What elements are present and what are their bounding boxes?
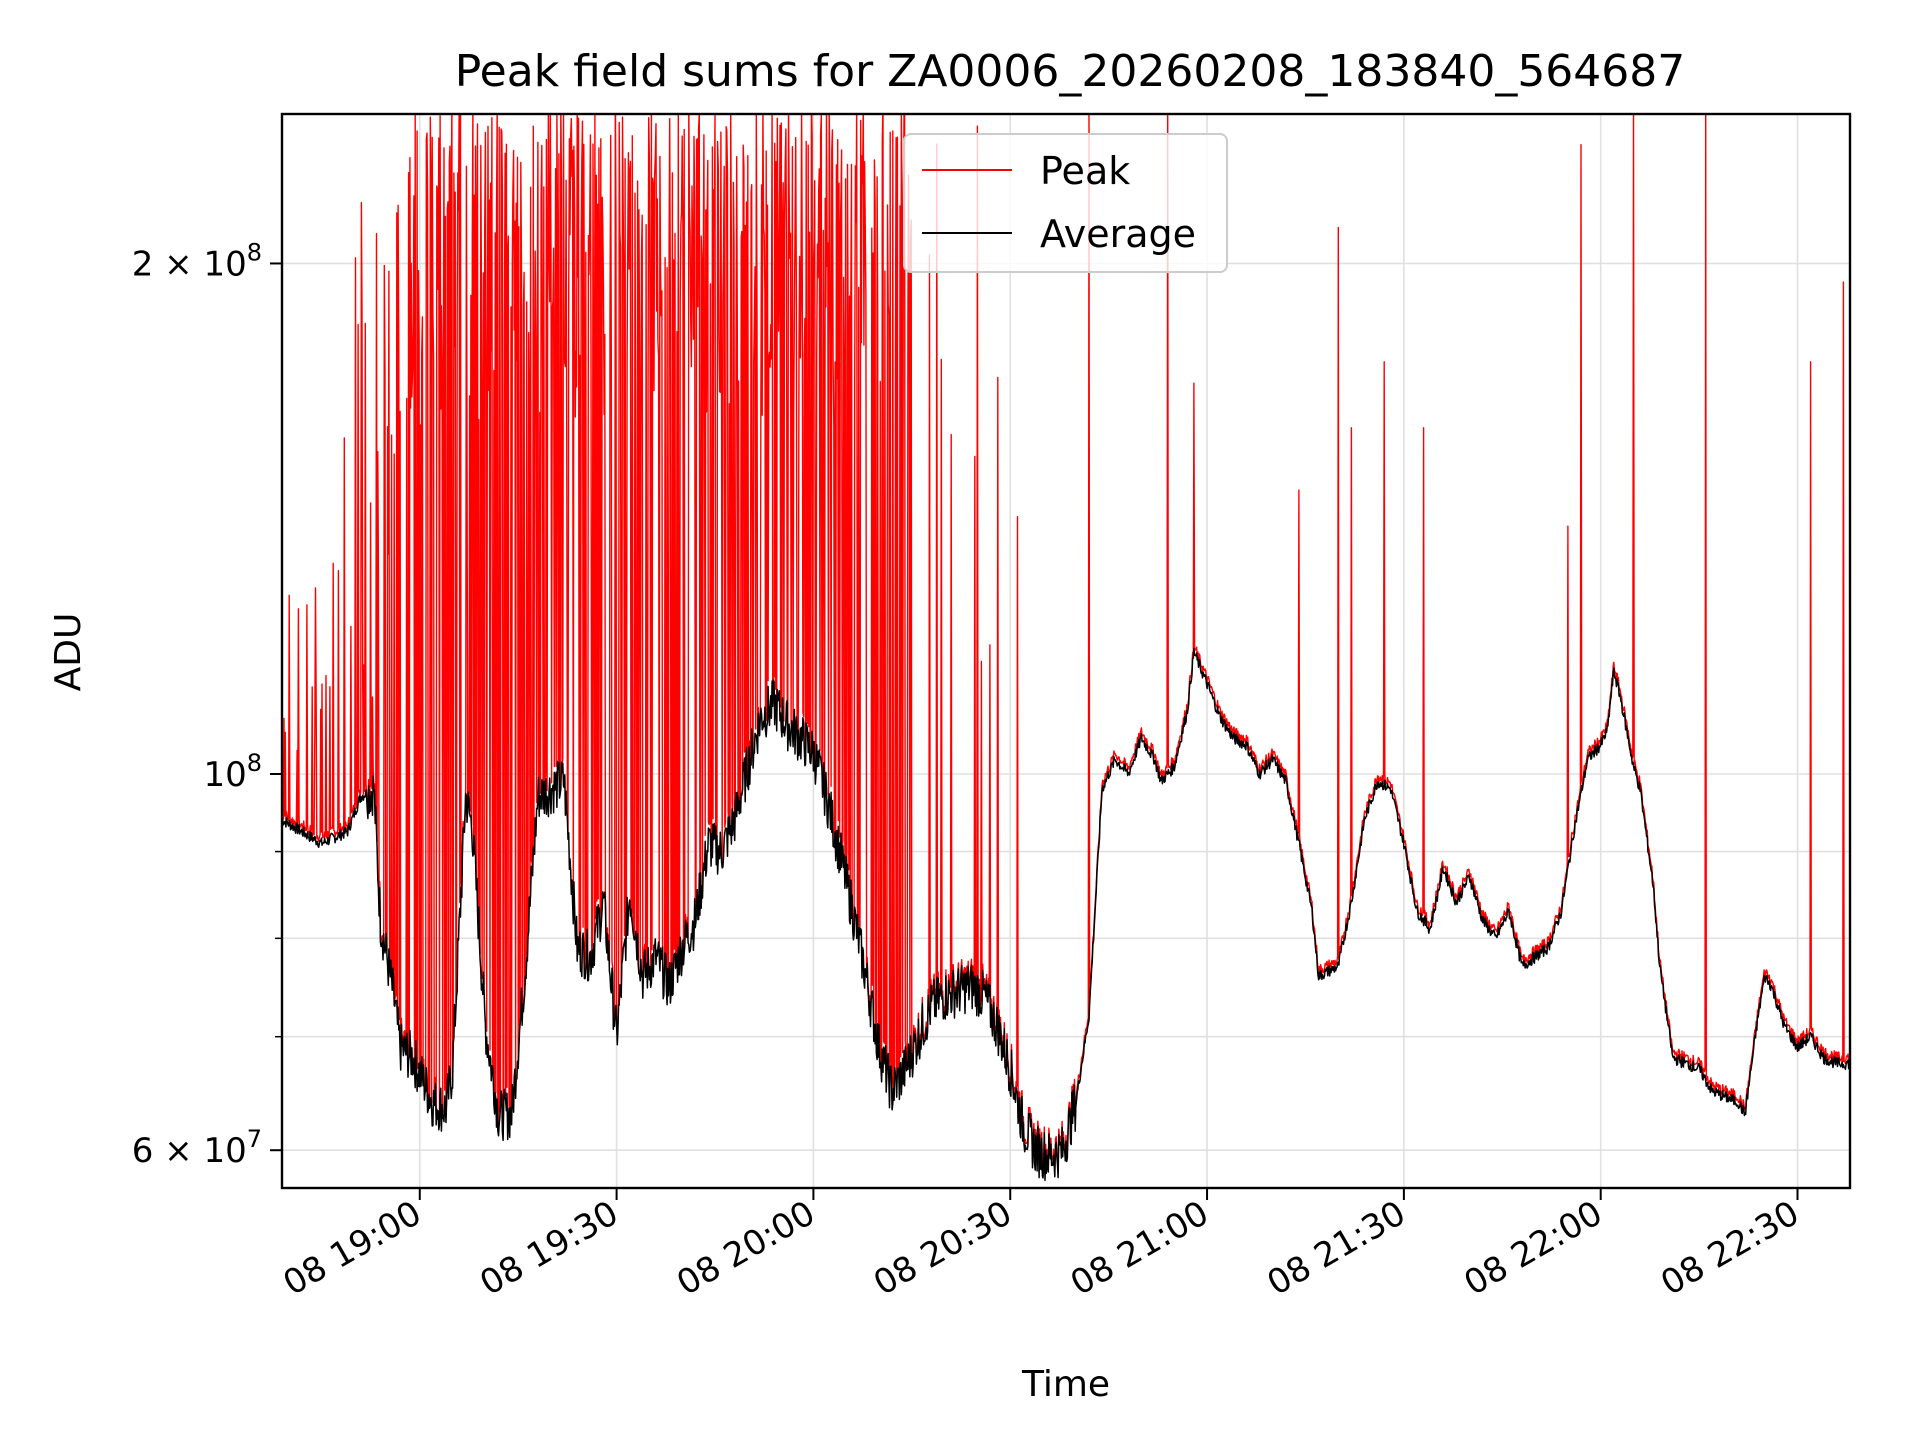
chart-title: Peak field sums for ZA0006_20260208_1838… xyxy=(455,46,1686,97)
legend: Peak Average xyxy=(903,133,1228,273)
x-axis-label: Time xyxy=(1021,1364,1110,1405)
plot-frame xyxy=(280,112,1852,1190)
y-axis-label: ADU xyxy=(48,613,89,692)
series-layer xyxy=(282,114,1850,1182)
legend-average-label: Average xyxy=(1040,212,1196,256)
legend-peak-label: Peak xyxy=(1040,149,1130,193)
average-series-line xyxy=(282,647,1850,1182)
y-tick-label: 2 × 108 xyxy=(132,238,262,284)
y-tick-label: 108 xyxy=(203,749,262,795)
legend-box xyxy=(903,133,1228,273)
y-tick-label: 6 × 107 xyxy=(132,1125,262,1171)
peak-series-line xyxy=(282,114,1850,1176)
